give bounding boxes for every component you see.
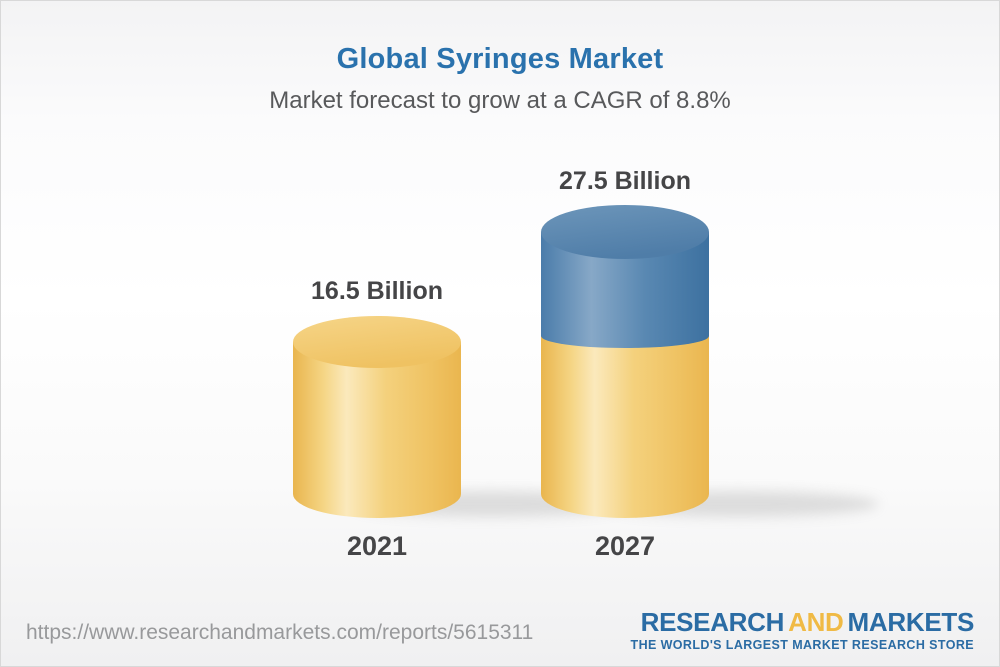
- bar-2027-cylinder: [541, 205, 709, 518]
- value-label-2027: 27.5 Billion: [559, 167, 691, 195]
- logo-word-and: AND: [788, 607, 844, 637]
- report-url: https://www.researchandmarkets.com/repor…: [26, 621, 534, 644]
- logo-word-research: RESEARCH: [640, 607, 785, 637]
- research-and-markets-logo: RESEARCH AND MARKETS THE WORLD'S LARGEST M…: [630, 607, 975, 652]
- logo-tagline: THE WORLD'S LARGEST MARKET RESEARCH STOR…: [630, 638, 974, 652]
- logo-wordmark: RESEARCH AND MARKETS: [631, 607, 975, 637]
- page-title: Global Syringes Market: [336, 43, 664, 75]
- axis-label-2021: 2021: [346, 531, 408, 561]
- page-subtitle: Market forecast to grow at a CAGR of 8.8…: [269, 87, 731, 114]
- value-label-2021: 16.5 Billion: [311, 277, 443, 305]
- logo-word-markets: MARKETS: [847, 607, 975, 637]
- axis-label-2027: 2027: [594, 531, 656, 561]
- bar-2021-cylinder: [293, 316, 461, 518]
